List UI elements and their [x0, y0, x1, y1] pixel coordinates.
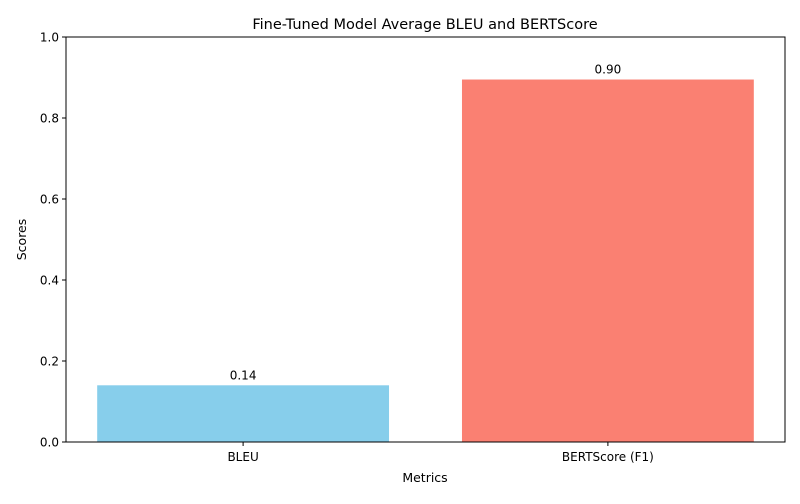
x-axis-label: Metrics: [402, 470, 447, 485]
bar-value-label: 0.90: [595, 63, 622, 77]
y-axis-label: Scores: [14, 219, 29, 261]
bars: [97, 79, 754, 443]
bar-value-labels: 0.14 0.90: [230, 63, 622, 383]
x-axis-ticks: BLEU BERTScore (F1): [227, 442, 654, 464]
y-tick-label: 0.6: [40, 193, 59, 207]
y-tick-label: 0.2: [40, 355, 59, 369]
x-tick-label: BLEU: [227, 450, 258, 464]
y-tick-label: 0.8: [40, 112, 59, 126]
chart-title: Fine-Tuned Model Average BLEU and BERTSc…: [252, 17, 597, 33]
y-tick-label: 0.0: [40, 436, 59, 450]
bar: [97, 385, 390, 442]
y-axis-ticks: 0.0 0.2 0.4 0.6 0.8 1.0: [40, 31, 66, 450]
bar-value-label: 0.14: [230, 368, 257, 382]
bar: [461, 79, 754, 443]
x-tick-label: BERTScore (F1): [562, 450, 654, 464]
y-tick-label: 0.4: [40, 274, 59, 288]
y-tick-label: 1.0: [40, 31, 59, 45]
plot-frame: [65, 36, 786, 443]
